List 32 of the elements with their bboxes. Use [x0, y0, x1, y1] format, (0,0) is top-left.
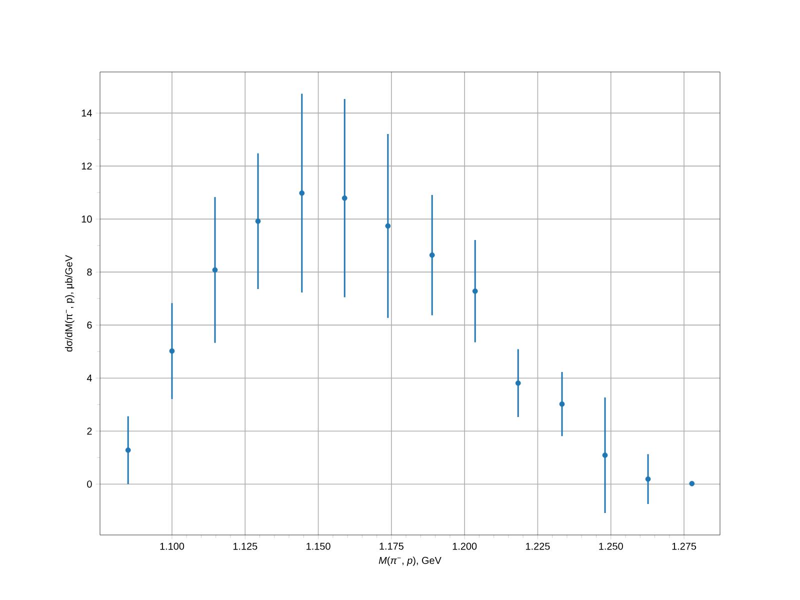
point — [212, 267, 218, 273]
point — [125, 447, 131, 453]
point — [515, 380, 521, 386]
y-tick-label: 4 — [86, 374, 92, 382]
y-tick-label: 8 — [87, 268, 92, 276]
y-tick-label: 2 — [87, 428, 92, 435]
y-tick-label: 0 — [87, 480, 92, 488]
x-tick-label: 1.250 — [599, 542, 623, 550]
y-tick-label: 12 — [82, 162, 92, 170]
point — [472, 288, 478, 294]
x-tick-label: 1.175 — [380, 542, 404, 550]
x-tick-label: 1.200 — [452, 542, 477, 550]
y-tick-label: 14 — [82, 110, 92, 116]
point — [602, 452, 608, 458]
point — [342, 195, 348, 201]
y-tick-label: 6 — [87, 322, 92, 329]
y-tick-label: 10 — [82, 216, 92, 223]
x-tick-label: 1.150 — [306, 542, 330, 550]
x-axis-title: M(π$^{−}$, p), GeV — [378, 556, 442, 566]
x-tick-label: 1.125 — [233, 542, 258, 550]
x-tick-label: 1.275 — [672, 542, 696, 550]
point — [645, 476, 651, 482]
point — [559, 401, 565, 407]
point — [169, 348, 175, 354]
y-axis-title: dσ/dM(π$^{−}$, p), μb/GeV — [65, 255, 74, 352]
point — [689, 480, 695, 486]
point — [299, 190, 305, 196]
point — [385, 223, 391, 229]
x-tick-label: 1.225 — [526, 542, 550, 550]
point — [429, 252, 435, 258]
x-tick-label: 1.100 — [160, 542, 184, 550]
point — [255, 218, 261, 224]
